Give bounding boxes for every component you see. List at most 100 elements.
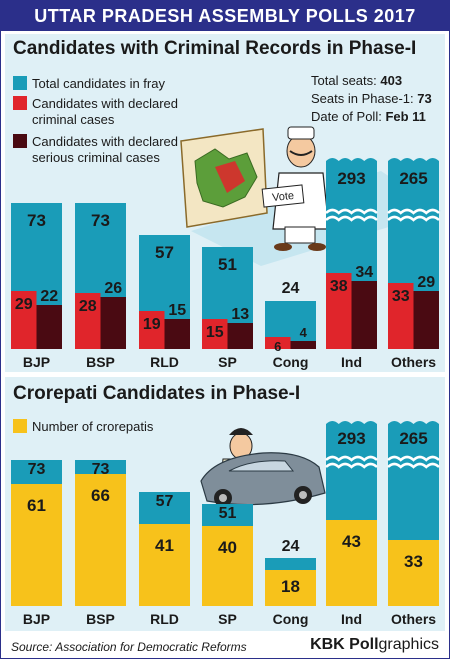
- legend-swatch-crorepatis: [13, 419, 27, 433]
- criminal-records-chart: 73 29 22 BJP 73 28 26 BSP 57 19 15 RLD 51 15 13 SP 24 6 4 C…: [11, 158, 440, 370]
- category-label-bsp: BSP: [86, 354, 115, 370]
- bar-crorepatis-others: [388, 540, 439, 606]
- politician-illustration: Vote: [180, 126, 441, 266]
- label-total-ind: 293: [337, 429, 365, 448]
- bar-criminal-sp: [202, 319, 228, 349]
- bar-crorepatis-cong: [265, 570, 316, 606]
- label-crorepatis-sp: 40: [218, 538, 237, 557]
- label-serious-ind: 34: [355, 264, 373, 281]
- bar-criminal-others: [388, 283, 414, 349]
- bar-crorepatis-bsp: [75, 474, 126, 606]
- bar-serious-ind: [351, 281, 377, 349]
- bar-criminal-bsp: [75, 293, 101, 349]
- axis-break-mark: [387, 208, 440, 215]
- label-total-others: 265: [399, 169, 427, 188]
- category-label-others: Others: [391, 611, 436, 627]
- panel1-title: Candidates with Criminal Records in Phas…: [13, 38, 417, 59]
- bar-crorepatis-sp: [202, 526, 253, 606]
- label-crorepatis-bjp: 61: [27, 496, 46, 515]
- category-label-cong: Cong: [273, 611, 309, 627]
- info-total-seats: Total seats: 403: [311, 73, 403, 88]
- category-label-sp: SP: [218, 611, 237, 627]
- axis-break-mark: [325, 462, 378, 469]
- label-serious-rld: 15: [168, 302, 186, 319]
- source-note: Source: Association for Democratic Refor…: [11, 640, 247, 654]
- label-total-rld: 57: [156, 493, 174, 510]
- label-total-bjp: 73: [28, 461, 46, 478]
- bar-crorepatis-rld: [139, 524, 190, 606]
- bar-serious-rld: [164, 319, 190, 349]
- main-title: UTTAR PRADESH ASSEMBLY POLLS 2017: [1, 1, 449, 31]
- poll-info: Total seats: 403 Seats in Phase-1: 73 Da…: [311, 72, 432, 126]
- label-serious-others: 29: [417, 274, 435, 291]
- category-label-rld: RLD: [150, 611, 179, 627]
- bar-crorepatis-ind: [326, 520, 377, 606]
- category-label-others: Others: [391, 354, 436, 370]
- axis-break-mark: [387, 455, 440, 462]
- legend-item-crorepatis: Number of crorepatis: [13, 419, 212, 435]
- label-criminal-sp: 15: [206, 324, 224, 341]
- category-label-bjp: BJP: [23, 611, 50, 627]
- legend-item-criminal: Candidates with declared criminal cases: [13, 96, 212, 128]
- label-total-bjp: 73: [27, 211, 46, 230]
- bar-criminal-cong: [265, 337, 291, 349]
- category-label-cong: Cong: [273, 354, 309, 370]
- category-label-ind: Ind: [341, 354, 362, 370]
- legend-item-serious: Candidates with declared serious crimina…: [13, 134, 212, 166]
- bar-criminal-ind: [326, 273, 352, 349]
- legend-item-total: Total candidates in fray: [13, 76, 212, 92]
- legend-label-total: Total candidates in fray: [32, 76, 165, 91]
- legend-label-criminal: Candidates with declared criminal cases: [32, 96, 178, 127]
- label-crorepatis-rld: 41: [155, 536, 174, 555]
- bar-criminal-rld: [139, 311, 165, 349]
- brand-logo: KBK Pollgraphics: [310, 636, 439, 653]
- bar-criminal-bjp: [11, 291, 37, 349]
- label-total-others: 265: [399, 429, 427, 448]
- label-criminal-cong: 6: [274, 339, 281, 354]
- category-label-rld: RLD: [150, 354, 179, 370]
- bar-serious-bsp: [100, 297, 126, 349]
- legend-swatch-total: [13, 76, 27, 90]
- label-criminal-bjp: 29: [15, 296, 33, 313]
- crorepati-chart: 73 61 BJP 73 66 BSP 57 41 RLD 51 40 SP 24 18 Cong 293 43…: [11, 421, 440, 627]
- panel2-title: Crorepati Candidates in Phase-I: [13, 383, 301, 404]
- label-criminal-others: 33: [392, 288, 410, 305]
- axis-break-mark: [325, 208, 378, 215]
- bar-serious-bjp: [36, 305, 62, 349]
- label-crorepatis-bsp: 66: [91, 486, 110, 505]
- label-total-sp: 51: [218, 255, 237, 274]
- info-poll-date: Date of Poll: Feb 11: [311, 109, 426, 124]
- label-total-ind: 293: [337, 169, 365, 188]
- category-label-ind: Ind: [341, 611, 362, 627]
- axis-break-mark: [387, 462, 440, 469]
- bar-serious-cong: [290, 341, 316, 349]
- bar-crorepatis-bjp: [11, 484, 62, 606]
- label-crorepatis-others: 33: [404, 552, 423, 571]
- legend-label-serious: Candidates with declared serious crimina…: [32, 134, 178, 165]
- legend-label-crorepatis: Number of crorepatis: [32, 419, 154, 434]
- label-serious-sp: 13: [231, 306, 249, 323]
- label-criminal-rld: 19: [143, 316, 161, 333]
- label-serious-cong: 4: [300, 325, 308, 340]
- label-total-rld: 57: [155, 243, 174, 262]
- label-crorepatis-ind: 43: [342, 532, 361, 551]
- label-total-bsp: 73: [91, 211, 110, 230]
- info-phase1-seats: Seats in Phase-1: 73: [311, 91, 432, 106]
- label-total-cong: 24: [282, 280, 300, 297]
- vote-sign-text: Vote: [272, 190, 295, 204]
- label-serious-bsp: 26: [104, 280, 122, 297]
- category-label-sp: SP: [218, 354, 237, 370]
- axis-break-mark: [387, 215, 440, 222]
- label-total-cong: 24: [282, 538, 300, 555]
- label-total-bsp: 73: [92, 461, 110, 478]
- label-criminal-ind: 38: [330, 278, 348, 295]
- bar-serious-sp: [227, 323, 253, 349]
- label-crorepatis-cong: 18: [281, 577, 300, 596]
- legend-swatch-criminal: [13, 96, 27, 110]
- category-label-bjp: BJP: [23, 354, 50, 370]
- axis-break-mark: [325, 455, 378, 462]
- label-serious-bjp: 22: [40, 288, 58, 305]
- bar-serious-others: [413, 291, 439, 349]
